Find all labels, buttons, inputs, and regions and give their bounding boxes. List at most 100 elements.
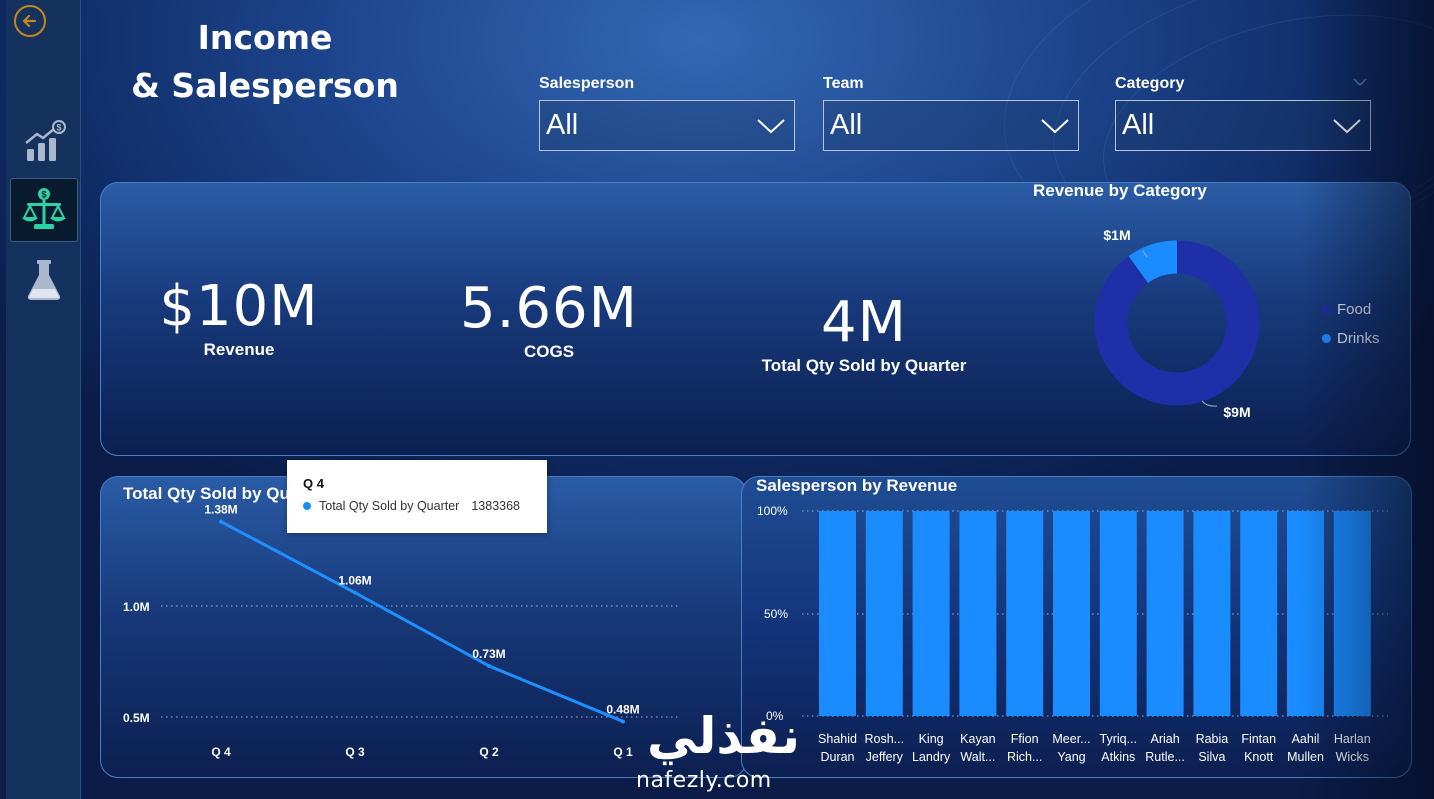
category-dropdown[interactable]: All: [1115, 100, 1371, 151]
bar[interactable]: [819, 511, 856, 716]
bar[interactable]: [959, 511, 997, 716]
salesperson-dropdown[interactable]: All: [539, 100, 795, 151]
x-tick-label: Duran: [820, 750, 854, 764]
data-point[interactable]: [353, 590, 357, 595]
bar[interactable]: [912, 511, 950, 716]
donut-slice-drinks[interactable]: [1094, 240, 1260, 406]
balance-scale-icon: $: [22, 188, 66, 229]
donut-chart-title: Revenue by Category: [1033, 181, 1207, 200]
flask-icon: [27, 260, 61, 300]
qty-label: Total Qty Sold by Quarter: [761, 356, 967, 375]
legend-swatch: [1322, 305, 1331, 314]
bar-chart-title: Salesperson by Revenue: [756, 476, 958, 495]
slicer-label: Salesperson: [539, 75, 635, 92]
salesperson-by-revenue-chart[interactable]: 100% 50% 0% Shahid Duran Rosh... Jeffery Kin…: [742, 477, 1412, 778]
bar-chart-panel: Salesperson by Revenue 100% 50% 0% Shahi…: [741, 476, 1412, 778]
x-tick-label: Rosh...: [864, 732, 904, 746]
x-tick-label: Rutle...: [1145, 750, 1185, 764]
team-dropdown[interactable]: All: [823, 100, 1079, 151]
data-label-food: $9M: [1223, 404, 1250, 420]
chevron-down-icon[interactable]: [1353, 78, 1367, 87]
legend-item-drinks[interactable]: Drinks: [1322, 330, 1380, 347]
slicer-value: All: [830, 109, 863, 141]
x-tick-label: Landry: [912, 750, 951, 764]
watermark: نفذلي nafezly.com: [628, 708, 808, 798]
data-label-drinks: $1M: [1103, 227, 1130, 243]
svg-text:$: $: [56, 123, 61, 133]
nav-item-revenue[interactable]: $: [10, 110, 78, 174]
bar[interactable]: [1006, 511, 1044, 716]
bar[interactable]: [1193, 511, 1231, 716]
chevron-down-icon: [1333, 118, 1361, 133]
x-tick-label: Kayan: [960, 732, 995, 746]
x-tick-label: Atkins: [1101, 750, 1135, 764]
donut-slice-food[interactable]: [1094, 240, 1260, 406]
cogs-value: 5.66M: [459, 276, 638, 341]
arrow-left-icon: [22, 14, 37, 28]
revenue-label: Revenue: [203, 340, 275, 359]
legend-item-food[interactable]: Food: [1322, 301, 1371, 318]
x-tick-label: Q 2: [479, 745, 499, 759]
x-tick-label: Jeffery: [866, 750, 904, 764]
line-chart-title: Total Qty Sold by Qu: [123, 484, 290, 503]
x-tick-label: Rabia: [1196, 732, 1229, 746]
bar[interactable]: [1146, 511, 1184, 716]
chart-tooltip: Q 4 Total Qty Sold by Quarter 1383368: [287, 460, 547, 533]
x-tick-label: Q 3: [345, 745, 365, 759]
data-label: 0.73M: [472, 647, 505, 661]
cogs-label: COGS: [523, 342, 575, 361]
qty-card: 4M Total Qty Sold by Quarter: [744, 291, 984, 377]
page-title-line1: Income: [197, 18, 333, 57]
series-line[interactable]: [220, 520, 624, 723]
svg-text:$: $: [41, 190, 46, 200]
slicer-label: Team: [823, 75, 864, 92]
revenue-growth-icon: $: [25, 120, 66, 161]
page-title: Income & Salesperson: [130, 14, 400, 110]
bar[interactable]: [1287, 511, 1324, 716]
revenue-by-category-chart[interactable]: $1M $9M: [1077, 223, 1277, 423]
tooltip-title: Q 4: [303, 476, 324, 491]
qty-by-quarter-chart[interactable]: 1.0M 0.5M 1.38M Q 4 1.06M Q 3 0.73M Q 2 0.48M Q…: [101, 477, 747, 778]
x-tick-label: Q 1: [613, 745, 633, 759]
x-tick-label: Walt...: [960, 750, 995, 764]
tooltip-value: 1383368: [471, 499, 521, 513]
data-point[interactable]: [487, 663, 491, 668]
y-tick-label: 100%: [757, 504, 788, 518]
leader-line: [1201, 400, 1218, 407]
x-tick-label: Mullen: [1287, 750, 1324, 764]
data-point[interactable]: [219, 519, 223, 524]
watermark-url: nafezly.com: [636, 768, 772, 793]
bar[interactable]: [1240, 511, 1278, 716]
team-slicer: Team All: [823, 74, 1079, 151]
slicer-value: All: [1122, 109, 1155, 141]
slicer-value: All: [546, 109, 579, 141]
back-button[interactable]: [14, 5, 46, 37]
x-tick-label: Silva: [1198, 750, 1225, 764]
tooltip-series: Total Qty Sold by Quarter: [319, 499, 460, 513]
bar[interactable]: [1099, 511, 1137, 716]
nav-item-income[interactable]: $: [10, 178, 78, 242]
bar[interactable]: [865, 511, 903, 716]
chevron-down-icon: [757, 118, 785, 133]
tooltip-swatch: [303, 502, 311, 510]
legend-swatch: [1322, 334, 1331, 343]
kpi-panel: $10M Revenue 5.66M COGS 4M Total Qty Sol…: [100, 182, 1411, 456]
nav-item-lab[interactable]: [10, 248, 78, 312]
watermark-arabic: نفذلي: [646, 707, 800, 765]
page-title-line2: & Salesperson: [131, 66, 399, 105]
legend-label: Drinks: [1337, 330, 1380, 347]
bar[interactable]: [1053, 511, 1090, 716]
salesperson-slicer: Salesperson All: [539, 74, 795, 151]
bar[interactable]: [1333, 511, 1371, 716]
x-tick-label: Tyriq...: [1100, 732, 1138, 746]
cogs-card: 5.66M COGS: [439, 277, 659, 363]
tooltip-row: Total Qty Sold by Quarter 1383368: [303, 499, 531, 513]
x-tick-label: Yang: [1057, 750, 1085, 764]
x-tick-label: Ffion: [1011, 732, 1039, 746]
category-slicer: Category All: [1115, 74, 1371, 151]
y-tick-label: 1.0M: [123, 600, 150, 614]
y-tick-label: 0%: [766, 709, 784, 723]
x-tick-label: King: [919, 732, 944, 746]
data-point[interactable]: [621, 719, 625, 724]
